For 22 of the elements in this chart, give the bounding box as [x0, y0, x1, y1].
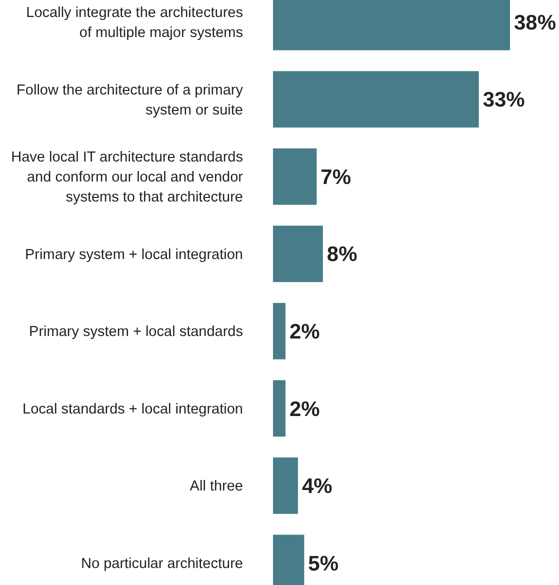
data-label: 2% [289, 320, 320, 344]
y-tick-label: Local standards + local integration [22, 401, 243, 418]
data-label: 5% [308, 552, 339, 576]
bar [273, 302, 286, 360]
y-tick-label: No particular architecture [81, 556, 243, 572]
bar [273, 226, 323, 282]
y-tick-label: Locally integrate the architectures of multiple major systems [26, 5, 243, 42]
bar [273, 71, 479, 128]
data-label: 8% [326, 243, 358, 266]
data-label: 4% [302, 475, 333, 498]
y-tick-label: Primary system + local integration [25, 246, 243, 263]
bar [273, 380, 286, 437]
y-tick-label: Have local IT architecture standards and conform our local and vendor systems to that architecture [11, 150, 244, 206]
y-tick-label: Primary system + local standards [29, 324, 243, 340]
data-label: 33% [482, 88, 526, 112]
data-label: 7% [320, 166, 352, 189]
bar [273, 457, 298, 514]
data-label: 2% [289, 398, 320, 421]
y-tick-label: All three [190, 478, 243, 495]
bar [273, 148, 317, 205]
y-tick-label: Follow the architecture of a primary system or suite [16, 82, 244, 118]
data-label: 38% [514, 11, 556, 34]
